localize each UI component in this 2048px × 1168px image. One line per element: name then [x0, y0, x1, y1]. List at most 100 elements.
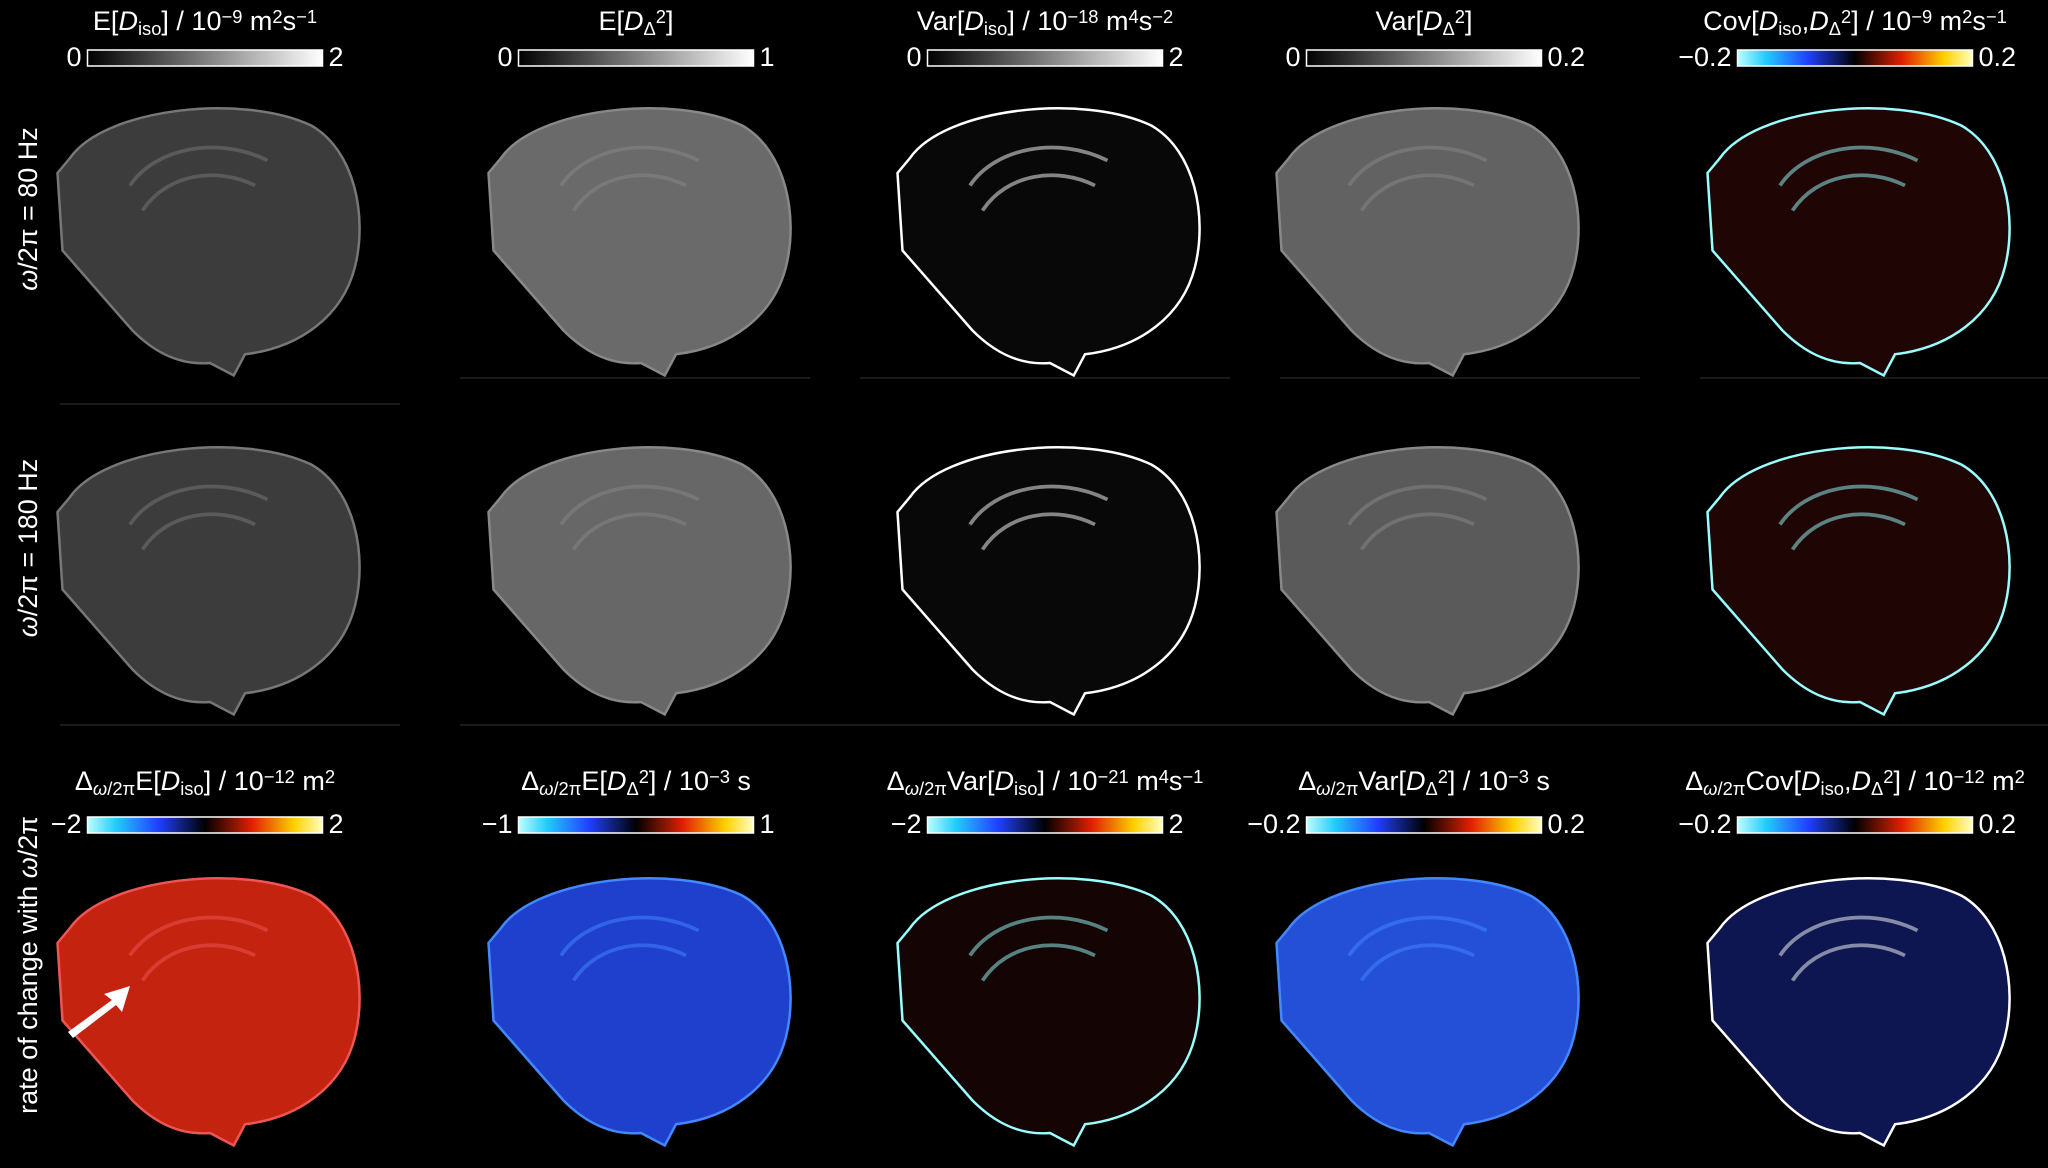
text-run: D [161, 766, 181, 796]
brain-map [1275, 446, 1580, 717]
text-run: Cov[ [1745, 766, 1801, 796]
text-run: Var[ [947, 766, 995, 796]
text-run: −1 [296, 6, 317, 27]
text-run: ω [13, 857, 43, 878]
text-run: ω [1703, 778, 1717, 799]
panel-title: Var[DΔ2] [1375, 6, 1472, 39]
brain-slice [1275, 446, 1580, 717]
text-run: Δ [1443, 18, 1455, 39]
brain-structure [968, 484, 1109, 551]
brain-map [1706, 877, 2011, 1148]
brain-structure [1347, 145, 1488, 212]
text-run: −12 [264, 766, 295, 787]
text-run: Δ [1685, 766, 1703, 796]
panel-title: Δω/2πCov[Diso,DΔ2] / 10−12 m2 [1685, 766, 2025, 799]
text-run: /2π [13, 816, 43, 857]
arrow [68, 986, 130, 1038]
row-label: rate of change with ω/2π [13, 816, 43, 1114]
colorbar-tick-label: 2 [1169, 42, 1184, 72]
colorbar [517, 816, 755, 834]
text-run: ] / 10 [1893, 766, 1953, 796]
text-run: , [1802, 6, 1810, 36]
text-run: ] [666, 6, 674, 36]
colorbar-tick-label: 0.2 [1979, 809, 2017, 839]
text-run: iso [1778, 18, 1801, 39]
text-run: m [1932, 6, 1962, 36]
brain-slice [56, 877, 361, 1148]
brain-map [487, 877, 792, 1148]
panels [56, 107, 2011, 1148]
text-run: Δ [521, 766, 539, 796]
brain-map [56, 446, 361, 717]
text-run: /2π [1330, 778, 1358, 799]
brain-slice [1706, 107, 2011, 378]
panel-title: E[DΔ2] [598, 6, 673, 39]
colorbar-tick-label: −2 [51, 809, 82, 839]
colorbar-tick-label: 0.2 [1548, 42, 1586, 72]
brain-map [1275, 877, 1580, 1148]
colorbar [86, 49, 324, 67]
text-run: −1 [1182, 766, 1203, 787]
panel-title: Δω/2πVar[DΔ2] / 10−3 s [1298, 766, 1550, 799]
colorbar-tick-label: −0.2 [1247, 809, 1300, 839]
text-run: 2 [1841, 6, 1851, 27]
brain-map [896, 446, 1201, 717]
text-run: Δ [887, 766, 905, 796]
text-run: 2 [656, 6, 666, 27]
text-run: 4 [1129, 6, 1139, 27]
panel-title: E[Diso] / 10−9 m2s−1 [93, 6, 317, 39]
text-run: Δ [626, 778, 638, 799]
colorbar-tick-label: 1 [760, 42, 775, 72]
brain-slice [56, 107, 361, 378]
text-run: m [242, 6, 272, 36]
text-run: , [1844, 766, 1852, 796]
text-run: D [1423, 6, 1443, 36]
text-run: D [624, 6, 644, 36]
brain-slice [1706, 446, 2011, 717]
brain-structure [559, 484, 700, 551]
panel-title: Cov[Diso,DΔ2] / 10−9 m2s−1 [1703, 6, 2007, 39]
colorbar-tick-label: 2 [329, 809, 344, 839]
text-run: E[ [581, 766, 607, 796]
colorbar [926, 49, 1164, 67]
colorbar-tick-label: 2 [329, 42, 344, 72]
text-run: Var[ [917, 6, 965, 36]
brain-map [56, 877, 361, 1148]
text-run: ω [539, 778, 553, 799]
panel-title: Δω/2πE[DΔ2] / 10−3 s [521, 766, 751, 799]
text-run: ω [13, 270, 43, 291]
brain-structure [559, 145, 700, 212]
colorbar [926, 816, 1164, 834]
separators [60, 377, 2048, 726]
text-run: m [1099, 6, 1129, 36]
colorbar-tick-label: 0 [1285, 42, 1300, 72]
text-run: ] / 10 [204, 766, 264, 796]
row-label: ω/2π = 80 Hz [13, 127, 43, 290]
text-run: D [995, 766, 1015, 796]
text-run: 2 [272, 6, 282, 27]
brain-slice [1275, 877, 1580, 1148]
colorbar-tick-label: −2 [891, 809, 922, 839]
colorbar-tick-label: 0.2 [1548, 809, 1586, 839]
colorbar [1736, 816, 1974, 834]
text-run: −2 [1152, 6, 1173, 27]
text-run: 2 [1455, 6, 1465, 27]
text-run: 2 [1438, 766, 1448, 787]
brain-structure [559, 915, 700, 982]
brain-structure [128, 145, 269, 212]
text-run: s [283, 6, 297, 36]
colorbar-tick-label: −0.2 [1678, 42, 1731, 72]
text-run: −9 [1911, 6, 1932, 27]
text-run: /2π = 180 Hz [13, 459, 43, 616]
colorbar-tick-label: 1 [760, 809, 775, 839]
text-run: Δ [1829, 18, 1841, 39]
brain-slice [896, 877, 1201, 1148]
brain-slice [56, 446, 361, 717]
text-run: iso [138, 18, 161, 39]
brain-structure [1778, 145, 1919, 212]
text-run: ] / 10 [1448, 766, 1508, 796]
brain-map [1706, 446, 2011, 717]
panel-title: Δω/2πE[Diso] / 10−12 m2 [75, 766, 335, 799]
text-run: Δ [75, 766, 93, 796]
